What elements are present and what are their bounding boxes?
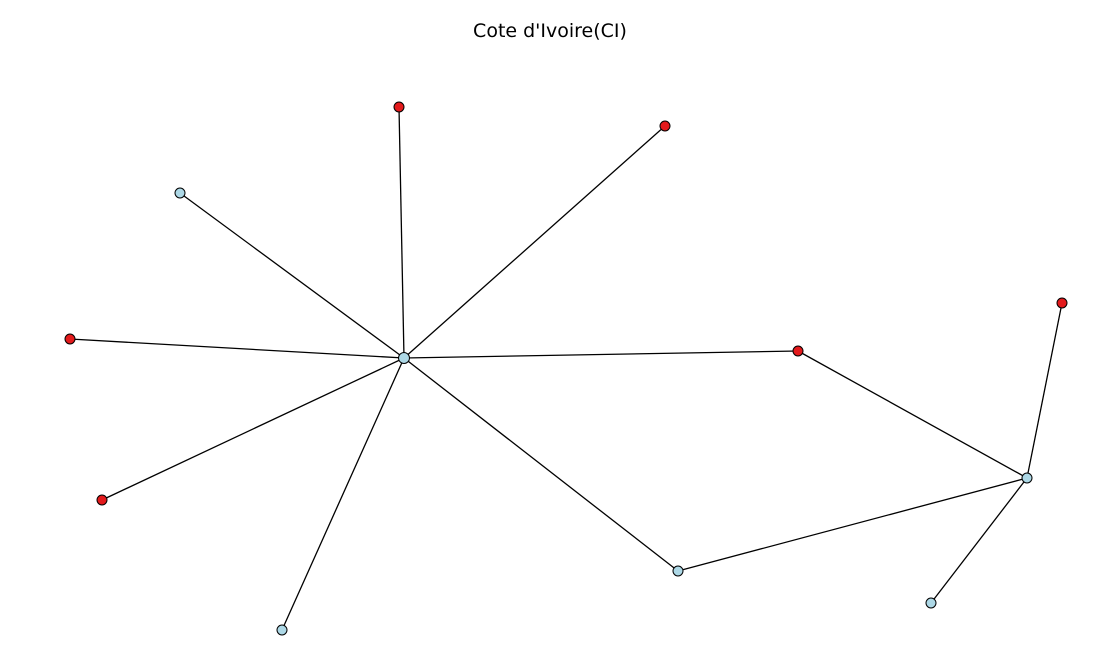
- graph-edge-n0-n8: [403, 357, 679, 572]
- graph-edge-n0-n3: [179, 192, 405, 359]
- graph-edge-n0-n1: [398, 106, 405, 359]
- edge-layer: [69, 106, 1063, 631]
- graph-node-n4: [64, 333, 76, 345]
- graph-edge-n9-n11: [930, 477, 1028, 604]
- graph-node-n6: [276, 624, 288, 636]
- graph-node-n7: [792, 345, 804, 357]
- graph-edge-n0-n2: [403, 125, 666, 359]
- graph-edge-n0-n4: [69, 338, 405, 359]
- graph-edge-n9-n10: [1026, 302, 1063, 479]
- graph-edge-n0-n5: [101, 357, 405, 501]
- graph-edge-n0-n7: [403, 350, 799, 359]
- graph-edge-n7-n9: [797, 350, 1028, 479]
- graph-node-n11: [925, 597, 937, 609]
- graph-node-n9: [1021, 472, 1033, 484]
- graph-node-n2: [659, 120, 671, 132]
- graph-node-n0: [398, 352, 410, 364]
- graph-node-n8: [672, 565, 684, 577]
- graph-node-n10: [1056, 297, 1068, 309]
- graph-node-n1: [393, 101, 405, 113]
- graph-node-n3: [174, 187, 186, 199]
- graph-title: Cote d'Ivoire(CI): [473, 20, 627, 42]
- node-layer: [64, 101, 1068, 636]
- graph-edge-n8-n9: [677, 477, 1028, 572]
- graph-node-n5: [96, 494, 108, 506]
- graph-edge-n0-n6: [281, 357, 405, 631]
